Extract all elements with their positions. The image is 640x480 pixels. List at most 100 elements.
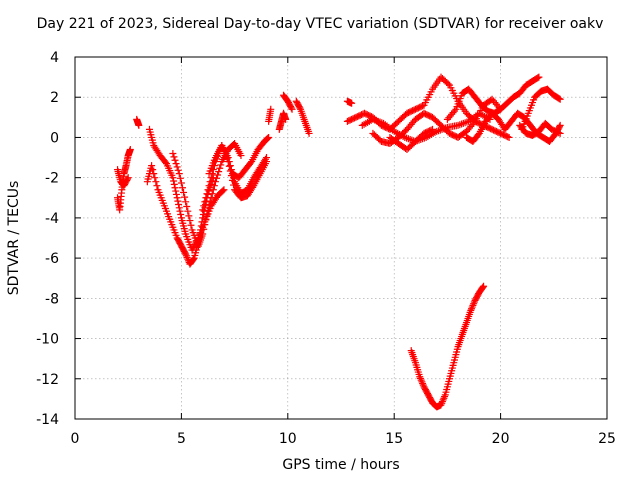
data-point-interp: [249, 183, 257, 191]
series-track-19: [443, 73, 543, 123]
data-point: [288, 105, 296, 113]
grid-lines: [75, 57, 607, 419]
data-point-interp: [201, 198, 209, 206]
data-point-interp: [264, 134, 272, 142]
data-point: [182, 198, 190, 206]
data-point-interp: [176, 174, 184, 182]
data-point-interp: [204, 207, 212, 215]
data-point-interp: [161, 158, 169, 166]
data-point: [224, 158, 232, 166]
data-point-interp: [173, 163, 181, 171]
data-point-interp: [214, 171, 222, 179]
series-track-8: [205, 141, 271, 202]
data-point-interp: [185, 212, 193, 220]
data-point: [267, 105, 275, 113]
data-point-interp: [555, 95, 563, 103]
data-point-interp: [450, 107, 458, 115]
y-tick-label: -2: [45, 171, 59, 187]
data-point: [182, 250, 190, 258]
data-point: [305, 129, 313, 137]
x-tick-label: 0: [71, 431, 80, 447]
data-point-interp: [207, 174, 215, 182]
data-point-interp: [176, 207, 184, 215]
data-point-interp: [468, 305, 476, 313]
data-point-interp: [230, 181, 238, 189]
data-point: [169, 150, 177, 158]
data-point: [282, 115, 290, 123]
data-point: [175, 170, 183, 178]
data-point: [556, 95, 564, 103]
data-point: [480, 282, 488, 290]
data-point-interp: [183, 253, 191, 261]
series-track-6: [169, 139, 245, 250]
chart-title: Day 221 of 2023, Sidereal Day-to-day VTE…: [36, 16, 604, 32]
data-point-interp: [228, 176, 236, 184]
data-point-interp: [200, 202, 208, 210]
data-point-interp: [479, 283, 487, 291]
data-point: [535, 73, 543, 81]
data-point-interp: [534, 74, 542, 82]
data-point-interp: [170, 177, 178, 185]
data-point: [205, 182, 213, 190]
data-point-interp: [174, 197, 182, 205]
series-track-12: [275, 109, 290, 133]
data-point-interp: [470, 298, 478, 306]
data-point-interp: [202, 194, 210, 202]
data-point: [429, 125, 437, 133]
y-tick-label: -6: [45, 251, 59, 267]
data-point: [220, 186, 228, 194]
series-track-10: [265, 105, 275, 125]
series-track-22: [516, 119, 564, 139]
data-point-interp: [184, 207, 192, 215]
data-point-interp: [419, 381, 427, 389]
data-point-interp: [170, 153, 178, 161]
data-point-interp: [174, 166, 182, 174]
data-point-interp: [203, 190, 211, 198]
x-tick-label: 10: [279, 431, 297, 447]
x-tick-label: 5: [177, 431, 186, 447]
data-point-interp: [177, 211, 185, 219]
data-point: [169, 174, 177, 182]
data-point-interp: [438, 398, 446, 406]
data-point-interp: [149, 166, 157, 174]
data-point-interp: [217, 161, 225, 169]
data-point-interp: [287, 104, 295, 112]
y-tick-label: -4: [45, 211, 59, 227]
series-track-13: [292, 97, 313, 137]
data-point: [263, 158, 271, 166]
x-tick-label: 25: [598, 431, 616, 447]
data-point-interp: [416, 374, 424, 382]
data-point-interp: [172, 187, 180, 195]
data-point-interp: [470, 119, 478, 127]
y-tick-label: -12: [36, 372, 59, 388]
data-point: [199, 206, 207, 214]
data-point-interp: [213, 174, 221, 182]
plot-frame: [74, 56, 608, 420]
data-point-interp: [180, 188, 188, 196]
data-point-interp: [200, 225, 208, 233]
series-track-17: [369, 95, 505, 147]
x-axis-label: GPS time / hours: [282, 457, 400, 473]
data-point: [126, 146, 134, 154]
data-point-interp: [470, 300, 478, 308]
data-point-interp: [438, 399, 446, 407]
data-point-interp: [183, 202, 191, 210]
data-point-interp: [175, 204, 183, 212]
x-tick-label: 20: [492, 431, 510, 447]
data-point-interp: [203, 211, 211, 219]
y-tick-label: -10: [36, 332, 59, 348]
y-tick-label: 0: [50, 130, 59, 146]
data-point-interp: [469, 301, 477, 309]
series-track-23: [407, 282, 488, 411]
data-point-interp: [175, 200, 183, 208]
data-point-interp: [555, 129, 563, 137]
data-point-interp: [296, 104, 304, 112]
data-point-interp: [555, 123, 563, 131]
data-point-interp: [181, 193, 189, 201]
data-point-interp: [187, 221, 195, 229]
data-point-interp: [181, 249, 189, 257]
data-point-interp: [215, 168, 223, 176]
y-tick-label: -14: [36, 412, 59, 428]
data-point-interp: [216, 164, 224, 172]
